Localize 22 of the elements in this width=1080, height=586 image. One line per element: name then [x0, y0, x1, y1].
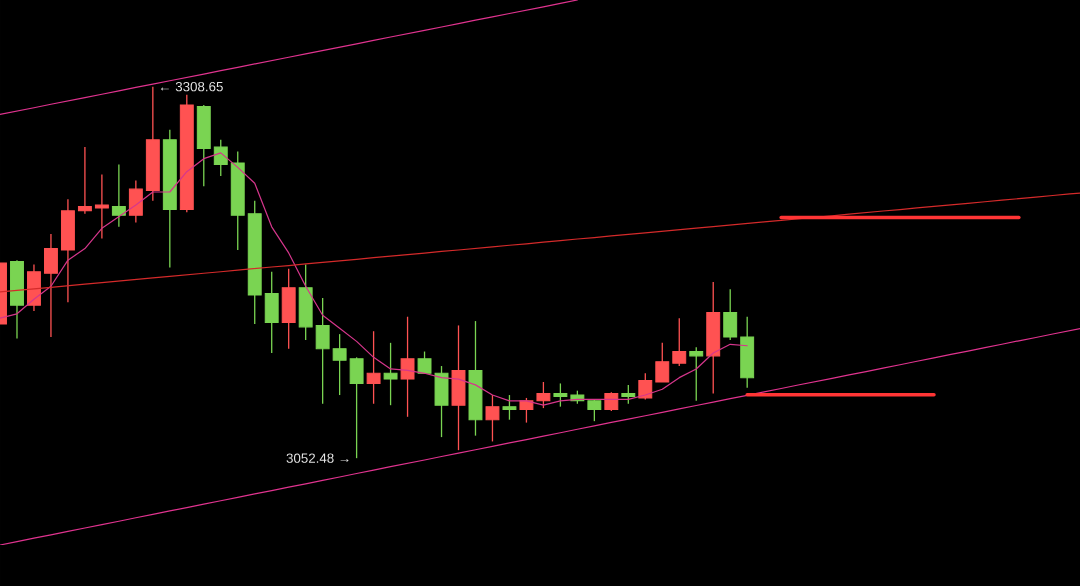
- candlestick: [213, 139, 228, 177]
- candlestick: [604, 391, 619, 412]
- annotation: ← 3308.65: [160, 81, 223, 92]
- candlestick: [366, 330, 381, 405]
- candlestick: [315, 297, 330, 405]
- candlestick: [502, 394, 517, 421]
- candlestick: [689, 346, 704, 402]
- candlestick: [400, 316, 415, 418]
- candlestick: [553, 382, 568, 408]
- candlestick: [94, 173, 109, 240]
- candlestick: [655, 342, 670, 383]
- candlestick: [111, 163, 126, 228]
- candlestick: [77, 146, 92, 215]
- candlestick: [638, 372, 653, 401]
- candlestick: [672, 317, 687, 367]
- candlestick: [519, 397, 534, 424]
- candlestick: [485, 394, 500, 443]
- candlestick: [621, 384, 636, 405]
- candlestick: [332, 333, 347, 396]
- annotation: 3052.48 →: [286, 453, 349, 463]
- candlestick: [536, 381, 551, 409]
- candlestick: [383, 342, 398, 406]
